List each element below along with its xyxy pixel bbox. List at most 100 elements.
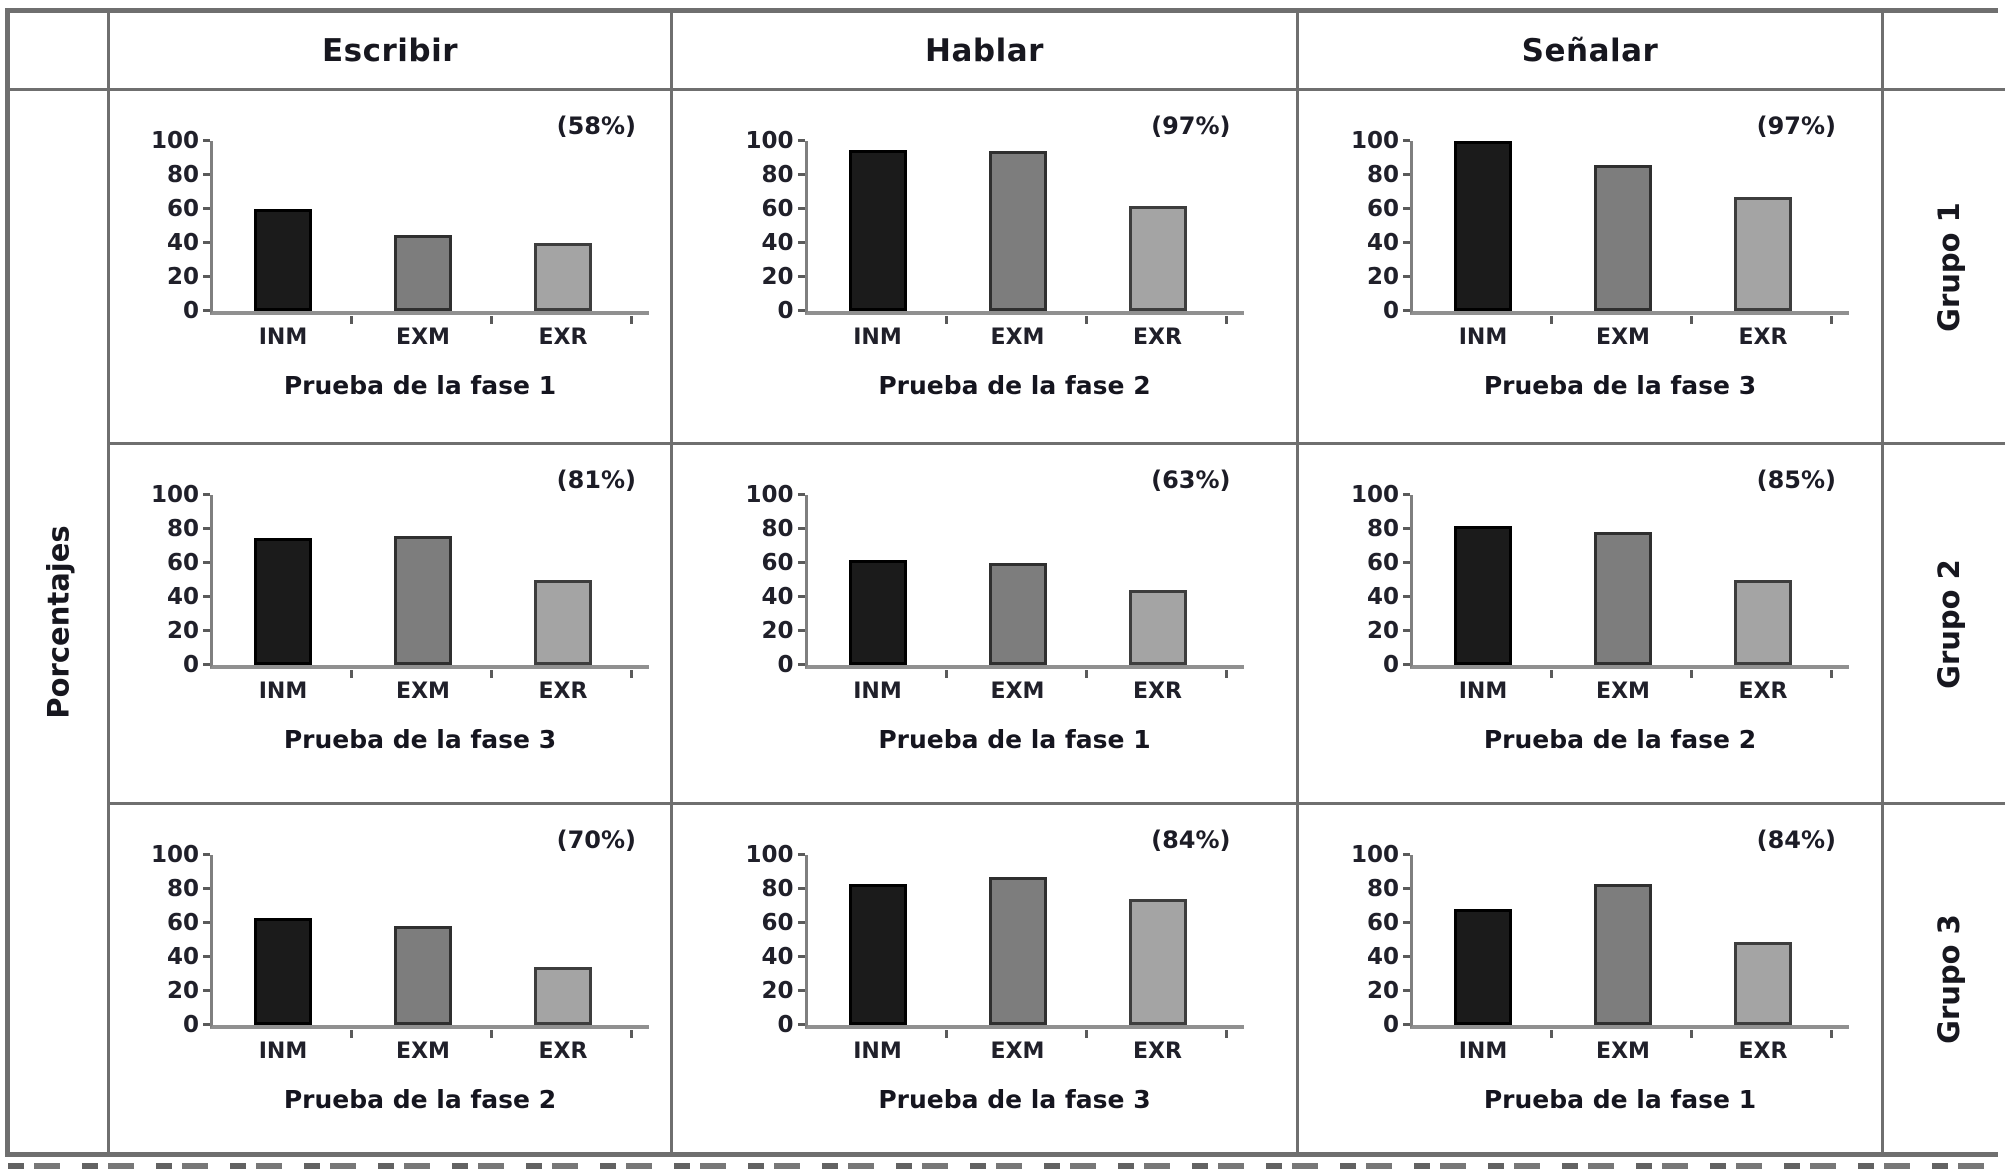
y-tick-label: 80 bbox=[761, 516, 794, 542]
y-tick-label: 20 bbox=[166, 264, 199, 290]
x-tick-mark bbox=[1224, 1030, 1228, 1038]
bar-chart: (97%) 0 20 40 60 80 100 INM EXM EXR Prueba de la f… bbox=[739, 111, 1244, 442]
x-category-label: EXM bbox=[990, 325, 1045, 350]
y-tick-mark bbox=[797, 595, 805, 598]
y-tick-label: 40 bbox=[761, 584, 794, 610]
y-tick-label: 20 bbox=[166, 618, 199, 644]
y-tick-label: 20 bbox=[1366, 618, 1399, 644]
x-axis-title: Prueba de la fase 2 bbox=[1483, 725, 1757, 754]
y-tick-mark bbox=[203, 561, 210, 564]
y-tick-mark bbox=[797, 887, 805, 890]
y-tick-mark bbox=[1403, 139, 1410, 142]
bar-inm bbox=[1454, 525, 1512, 665]
y-tick-mark bbox=[203, 207, 210, 210]
y-tick-label: 60 bbox=[166, 196, 199, 222]
x-category-label: EXR bbox=[538, 325, 588, 350]
bar-chart: (63%) 0 20 40 60 80 100 INM EXM EXR Prueba de la f… bbox=[739, 465, 1244, 802]
chart-escribir-grupo-2: (81%) 0 20 40 60 80 100 INM EXM EXR Prueba de la f… bbox=[110, 445, 673, 805]
y-tick-label: 20 bbox=[761, 618, 794, 644]
x-tick-mark bbox=[1830, 670, 1833, 678]
y-tick-mark bbox=[203, 139, 210, 142]
bar-exm bbox=[394, 535, 452, 665]
percent-annotation: (70%) bbox=[556, 826, 636, 854]
percent-annotation: (85%) bbox=[1756, 466, 1836, 494]
x-tick-mark bbox=[1550, 316, 1553, 324]
y-tick-label: 0 bbox=[777, 1012, 794, 1038]
y-tick-label: 100 bbox=[745, 842, 794, 868]
percent-annotation: (97%) bbox=[1151, 112, 1231, 140]
y-tick-mark bbox=[203, 275, 210, 278]
y-tick-mark bbox=[1403, 1023, 1410, 1026]
bar-exm bbox=[394, 234, 452, 311]
corner-cell-top-right bbox=[1884, 13, 2005, 91]
y-tick-mark bbox=[797, 561, 805, 564]
bar-exm bbox=[988, 151, 1047, 311]
y-tick-mark bbox=[797, 853, 805, 856]
x-tick-mark bbox=[630, 316, 633, 324]
y-tick-label: 100 bbox=[1350, 842, 1399, 868]
y-tick-mark bbox=[1403, 887, 1410, 890]
bar-exm bbox=[1594, 532, 1652, 665]
y-tick-label: 80 bbox=[166, 876, 199, 902]
x-tick-mark bbox=[630, 1030, 633, 1038]
y-tick-label: 20 bbox=[761, 978, 794, 1004]
x-axis-title: Prueba de la fase 2 bbox=[878, 371, 1151, 400]
x-tick-mark bbox=[1084, 316, 1088, 324]
y-tick-label: 40 bbox=[1366, 944, 1399, 970]
plot-area: 0 20 40 60 80 100 INM EXM EXR bbox=[151, 483, 649, 704]
y-tick-mark bbox=[1403, 493, 1410, 496]
plot-area: 0 20 40 60 80 100 INM EXM EXR bbox=[1351, 843, 1849, 1064]
y-tick-label: 80 bbox=[1366, 162, 1399, 188]
x-category-label: INM bbox=[258, 679, 308, 704]
x-tick-mark bbox=[490, 316, 493, 324]
x-tick-mark bbox=[1550, 1030, 1553, 1038]
y-tick-label: 100 bbox=[1350, 482, 1399, 508]
y-tick-label: 100 bbox=[745, 482, 794, 508]
bar-exr bbox=[1128, 205, 1187, 311]
y-tick-mark bbox=[1403, 921, 1410, 924]
x-axis-title: Prueba de la fase 1 bbox=[878, 725, 1151, 754]
x-tick-mark bbox=[490, 670, 493, 678]
plot-area: 0 20 40 60 80 100 INM EXM EXR bbox=[745, 129, 1244, 350]
y-tick-mark bbox=[1403, 955, 1410, 958]
x-tick-mark bbox=[1830, 1030, 1833, 1038]
bar-exr bbox=[534, 243, 592, 311]
x-category-label: EXM bbox=[990, 679, 1045, 704]
x-category-label: INM bbox=[258, 1039, 308, 1064]
x-category-label: EXR bbox=[1133, 1039, 1182, 1064]
column-header-label: Señalar bbox=[1521, 32, 1659, 69]
bar-chart: (81%) 0 20 40 60 80 100 INM EXM EXR Prueba de la f… bbox=[144, 465, 649, 802]
y-tick-label: 0 bbox=[777, 652, 794, 678]
bar-chart: (58%) 0 20 40 60 80 100 INM EXM EXR Prueba de la f… bbox=[144, 111, 649, 442]
row-header-label: Grupo 2 bbox=[1931, 558, 1966, 689]
x-category-label: INM bbox=[1458, 325, 1508, 350]
y-tick-label: 60 bbox=[1366, 910, 1399, 936]
y-tick-label: 100 bbox=[745, 128, 794, 154]
y-tick-label: 40 bbox=[761, 230, 794, 256]
bar-exr bbox=[534, 967, 592, 1025]
y-axis-group-label: Porcentajes bbox=[41, 524, 76, 719]
x-category-label: EXR bbox=[538, 1039, 588, 1064]
y-tick-label: 20 bbox=[761, 264, 794, 290]
y-tick-mark bbox=[203, 241, 210, 244]
y-tick-label: 100 bbox=[1350, 128, 1399, 154]
y-tick-label: 20 bbox=[166, 978, 199, 1004]
x-tick-mark bbox=[1224, 670, 1228, 678]
column-header-label: Escribir bbox=[321, 32, 459, 69]
x-tick-mark bbox=[350, 670, 353, 678]
percent-annotation: (84%) bbox=[1756, 826, 1836, 854]
chart-escribir-grupo-3: (70%) 0 20 40 60 80 100 INM EXM EXR Prueba de la f… bbox=[110, 805, 673, 1152]
x-tick-mark bbox=[1550, 670, 1553, 678]
y-tick-mark bbox=[797, 955, 805, 958]
y-tick-mark bbox=[1403, 527, 1410, 530]
column-header-label: Hablar bbox=[925, 32, 1044, 69]
y-tick-mark bbox=[797, 241, 805, 244]
y-tick-mark bbox=[203, 1023, 210, 1026]
chart-hablar-grupo-2: (63%) 0 20 40 60 80 100 INM EXM EXR Prueba de la f… bbox=[673, 445, 1299, 805]
bar-inm bbox=[1454, 141, 1512, 311]
y-tick-label: 60 bbox=[1366, 196, 1399, 222]
x-category-label: EXM bbox=[396, 325, 450, 350]
y-tick-mark bbox=[797, 663, 805, 666]
bar-exm bbox=[988, 877, 1047, 1025]
